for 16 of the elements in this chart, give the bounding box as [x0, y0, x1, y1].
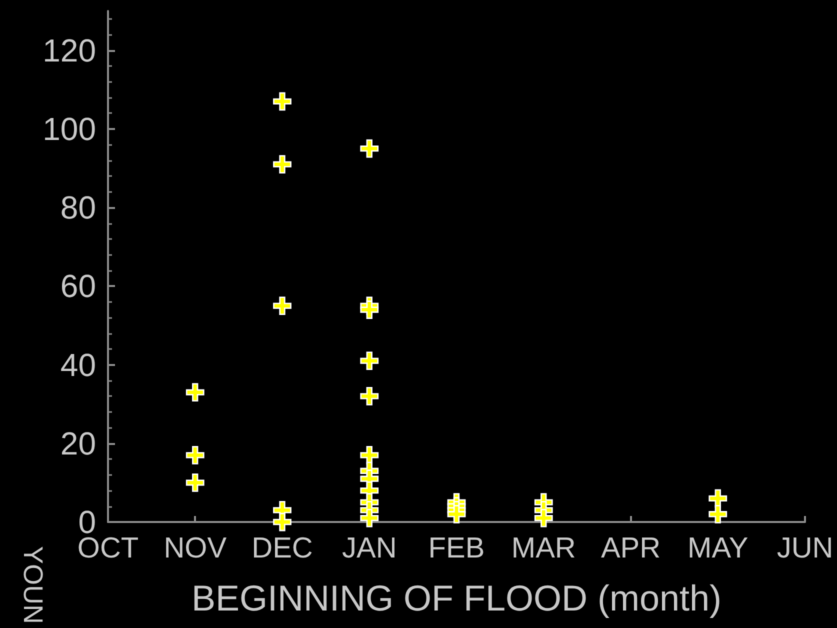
x-tick-label: MAR — [511, 532, 576, 564]
y-tick-label: 20 — [60, 425, 96, 462]
y-tick-label: 60 — [60, 268, 96, 304]
y-tick-label: 80 — [60, 190, 96, 226]
y-tick-label: 40 — [60, 346, 96, 383]
x-tick-label: DEC — [252, 532, 313, 564]
x-axis-title: BEGINNING OF FLOOD (month) — [191, 578, 722, 618]
x-tick-label: NOV — [164, 532, 228, 564]
x-tick-label: JAN — [342, 532, 397, 564]
x-tick-label: APR — [600, 532, 661, 564]
y-axis-title: YOUN — [18, 546, 48, 624]
x-tick-label: FEB — [428, 532, 485, 564]
y-tick-label: 100 — [42, 110, 96, 147]
y-tick-label: 120 — [42, 32, 96, 68]
x-tick-label: JUN — [776, 532, 834, 564]
x-tick-label: MAY — [688, 532, 748, 564]
